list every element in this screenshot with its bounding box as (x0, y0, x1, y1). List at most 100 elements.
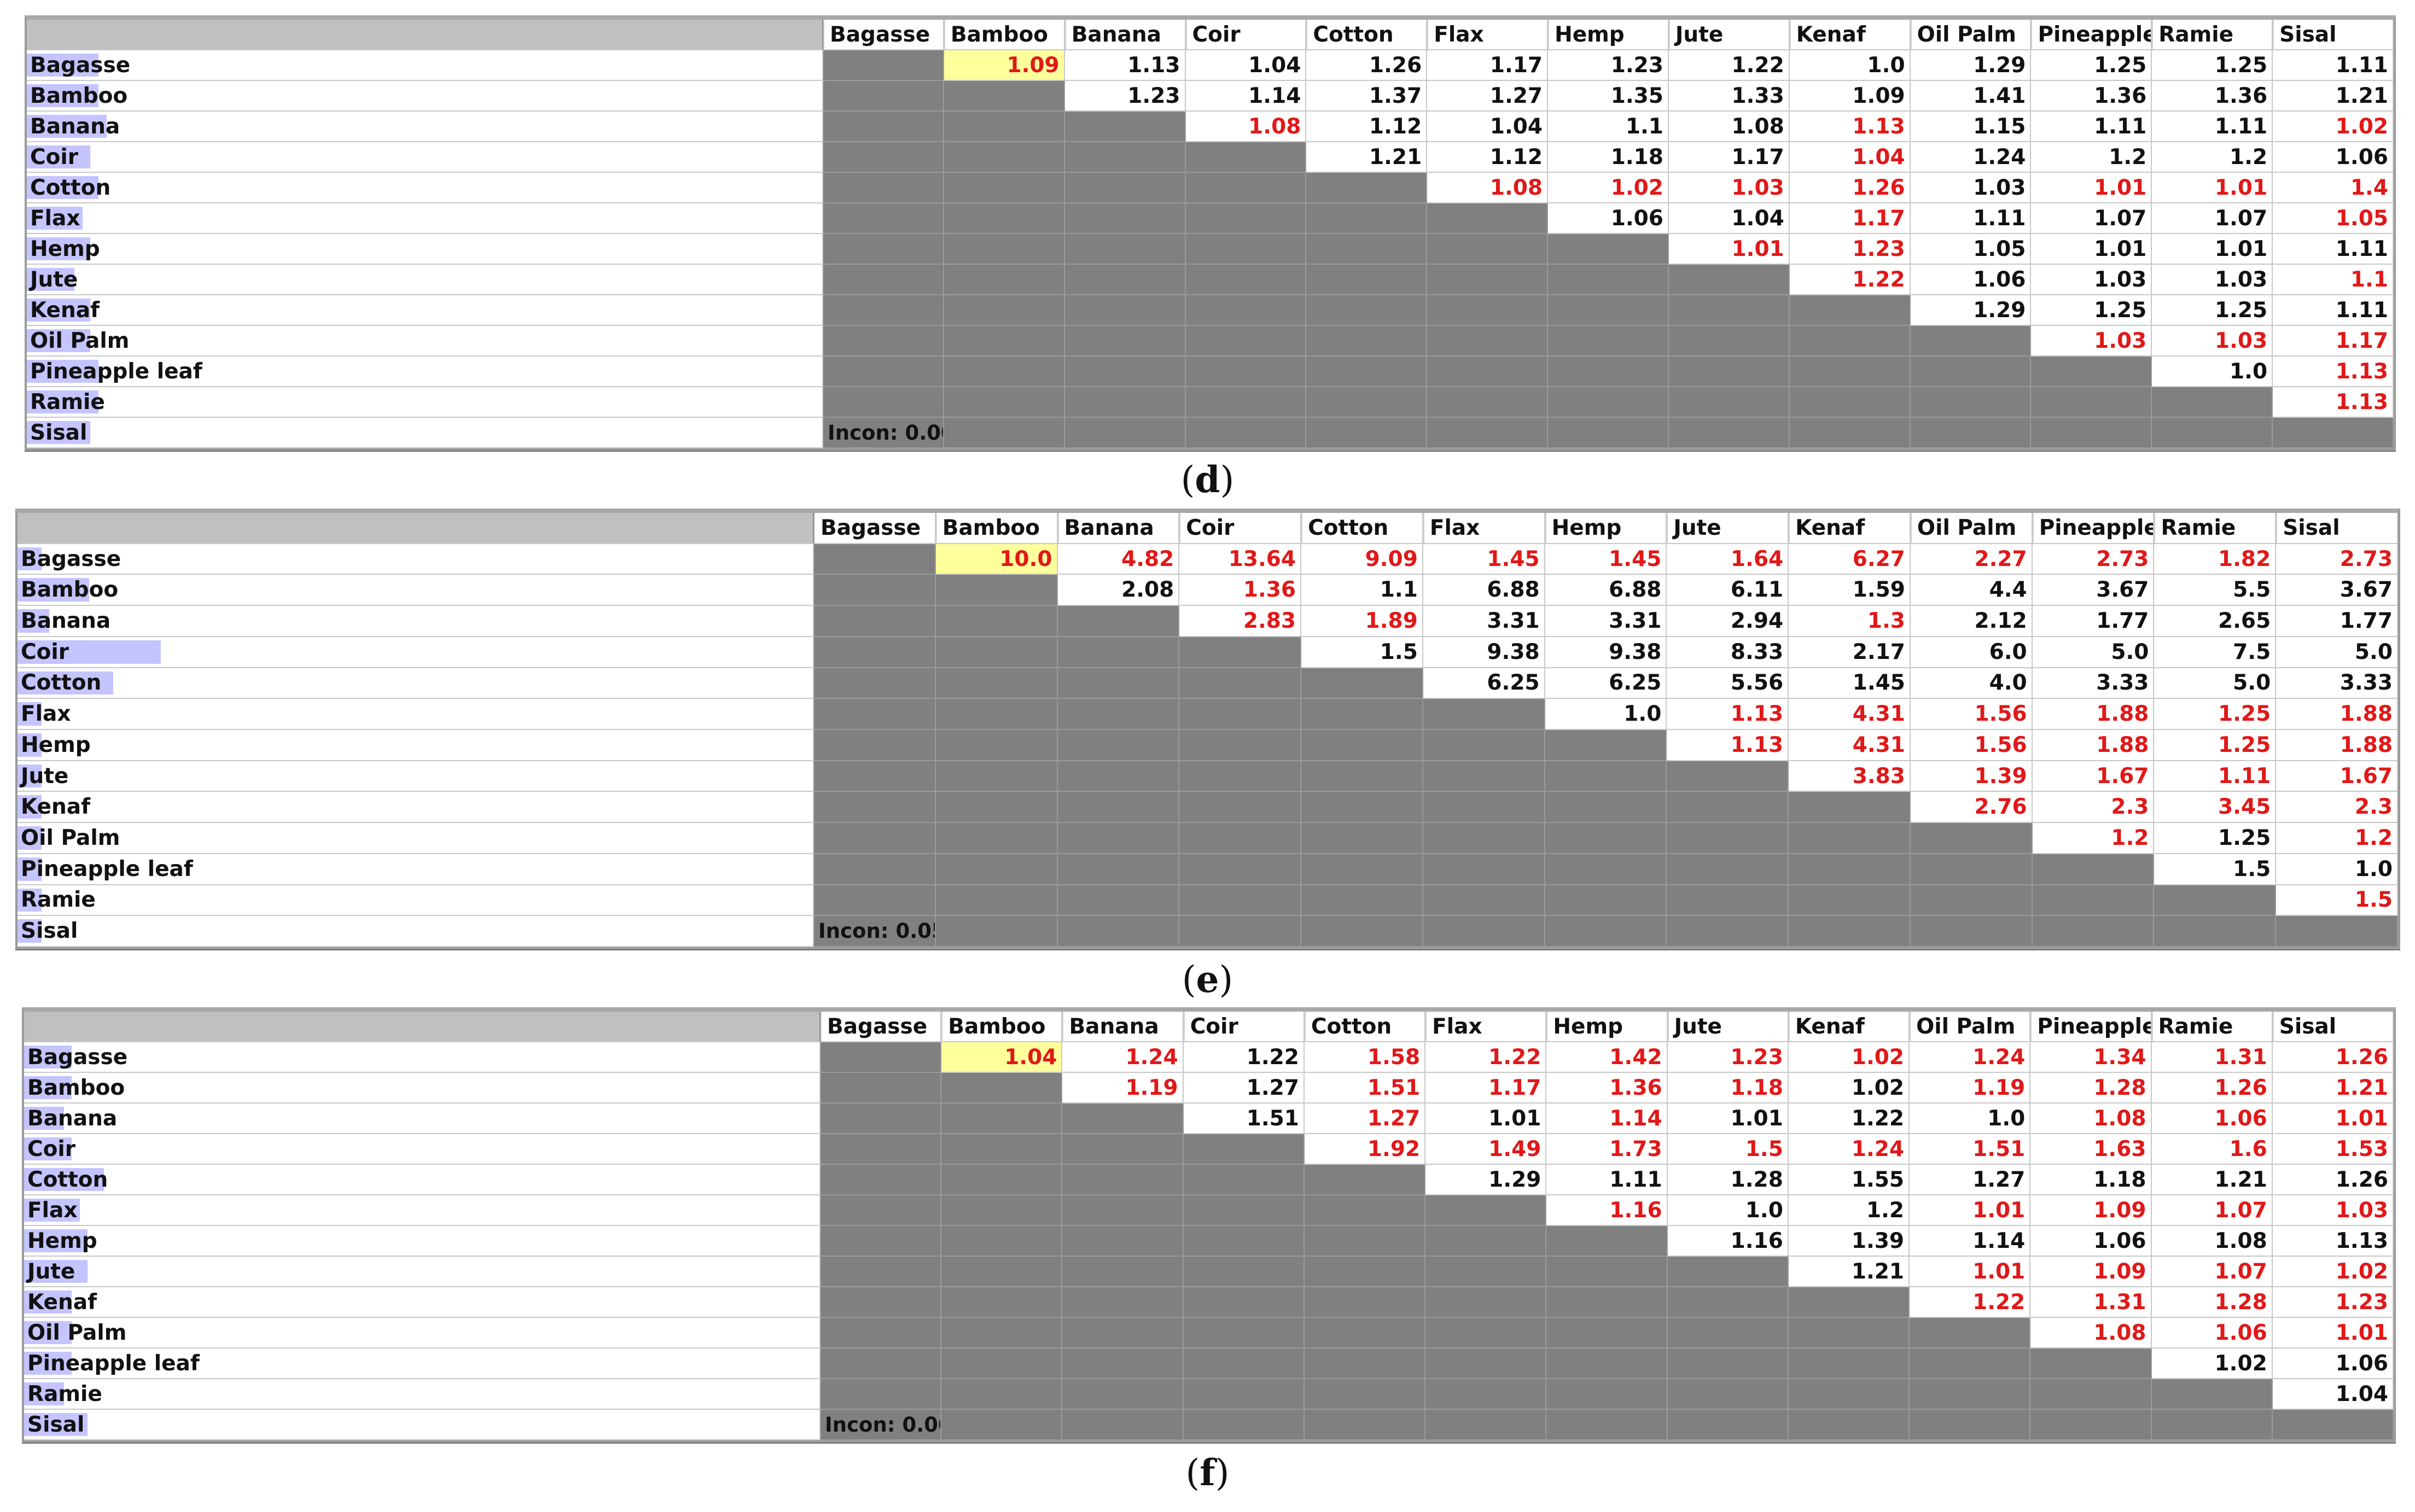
comparison-value-cell[interactable]: 1.24 (1788, 1134, 1910, 1165)
row-header[interactable]: Sisal (27, 418, 823, 448)
comparison-value-cell[interactable]: 1.17 (1427, 50, 1549, 81)
comparison-value-cell[interactable]: 1.01 (1668, 234, 1790, 265)
column-header[interactable]: Kenaf (1788, 1012, 1910, 1042)
row-header[interactable]: Banana (24, 1104, 820, 1134)
row-header[interactable]: Kenaf (18, 792, 814, 824)
comparison-value-cell[interactable]: 1.2 (1788, 1195, 1910, 1226)
comparison-value-cell[interactable]: 1.13 (1789, 112, 1911, 142)
comparison-value-cell[interactable]: 2.76 (1910, 792, 2033, 824)
comparison-value-cell[interactable]: 1.03 (2031, 265, 2152, 295)
comparison-value-cell[interactable]: 1.16 (1546, 1195, 1668, 1226)
comparison-value-cell[interactable]: 1.04 (941, 1042, 1063, 1073)
comparison-value-cell[interactable]: 1.55 (1788, 1165, 1910, 1195)
comparison-value-cell[interactable]: 1.34 (2030, 1042, 2152, 1073)
comparison-value-cell[interactable]: 1.2 (2031, 142, 2152, 173)
comparison-value-cell[interactable]: 4.31 (1789, 699, 1911, 730)
comparison-value-cell[interactable]: 1.01 (2031, 234, 2152, 265)
comparison-value-cell[interactable]: 2.3 (2276, 792, 2398, 824)
comparison-value-cell[interactable]: 1.19 (1910, 1073, 2031, 1104)
comparison-value-cell[interactable]: 1.02 (2272, 1257, 2394, 1287)
comparison-value-cell[interactable]: 1.22 (1668, 50, 1790, 81)
column-header[interactable]: Sisal (2272, 1012, 2394, 1042)
row-header[interactable]: Pineapple leaf (24, 1348, 820, 1379)
comparison-value-cell[interactable]: 1.05 (1910, 234, 2032, 265)
column-header[interactable]: Sisal (2273, 20, 2394, 50)
comparison-value-cell[interactable]: 3.31 (1423, 606, 1545, 637)
comparison-value-cell[interactable]: 1.25 (2031, 50, 2152, 81)
comparison-value-cell[interactable]: 1.5 (2276, 885, 2398, 916)
comparison-value-cell[interactable]: 1.25 (2154, 699, 2277, 730)
comparison-value-cell[interactable]: 1.13 (1667, 730, 1789, 761)
comparison-value-cell[interactable]: 1.0 (2276, 854, 2398, 885)
comparison-value-cell[interactable]: 1.23 (1064, 81, 1186, 112)
comparison-value-cell[interactable]: 1.31 (2151, 1042, 2273, 1073)
row-header[interactable]: Pineapple leaf (27, 357, 823, 387)
comparison-value-cell[interactable]: 1.37 (1306, 81, 1428, 112)
comparison-value-cell[interactable]: 1.25 (2031, 295, 2152, 326)
comparison-value-cell[interactable]: 1.3 (1789, 606, 1911, 637)
comparison-value-cell[interactable]: 1.2 (2152, 142, 2273, 173)
comparison-value-cell[interactable]: 4.31 (1789, 730, 1911, 761)
comparison-value-cell[interactable]: 1.67 (2032, 761, 2155, 792)
comparison-value-cell[interactable]: 13.64 (1179, 544, 1302, 575)
comparison-value-cell[interactable]: 2.73 (2032, 544, 2155, 575)
comparison-value-cell[interactable]: 1.22 (1183, 1042, 1305, 1073)
column-header[interactable]: Ramie (2151, 1012, 2273, 1042)
comparison-value-cell[interactable]: 1.14 (1185, 81, 1307, 112)
comparison-value-cell[interactable]: 1.06 (1910, 265, 2032, 295)
row-header[interactable]: Coir (24, 1134, 820, 1165)
comparison-value-cell[interactable]: 1.29 (1425, 1165, 1547, 1195)
comparison-value-cell[interactable]: 1.24 (1910, 142, 2032, 173)
comparison-value-cell[interactable]: 1.14 (1546, 1104, 1668, 1134)
comparison-value-cell[interactable]: 6.25 (1423, 668, 1545, 699)
row-header[interactable]: Flax (24, 1195, 820, 1226)
comparison-value-cell[interactable]: 3.45 (2154, 792, 2277, 824)
comparison-value-cell[interactable]: 1.13 (2273, 387, 2394, 418)
comparison-value-cell[interactable]: 1.23 (1667, 1042, 1789, 1073)
comparison-value-cell[interactable]: 1.21 (2272, 1073, 2394, 1104)
comparison-value-cell[interactable]: 1.56 (1910, 699, 2033, 730)
column-header[interactable]: Hemp (1546, 1012, 1668, 1042)
comparison-value-cell[interactable]: 3.31 (1545, 606, 1667, 637)
comparison-value-cell[interactable]: 1.23 (2272, 1287, 2394, 1318)
comparison-value-cell[interactable]: 1.01 (2152, 173, 2273, 203)
comparison-value-cell[interactable]: 1.51 (1304, 1073, 1426, 1104)
comparison-value-cell[interactable]: 6.25 (1545, 668, 1667, 699)
comparison-value-cell[interactable]: 1.17 (1789, 203, 1911, 234)
comparison-value-cell[interactable]: 1.67 (2276, 761, 2398, 792)
comparison-value-cell[interactable]: 1.25 (2152, 295, 2273, 326)
comparison-value-cell[interactable]: 1.0 (1910, 1104, 2031, 1134)
comparison-value-cell[interactable]: 1.01 (2031, 173, 2152, 203)
column-header[interactable]: Banana (1064, 20, 1186, 50)
comparison-value-cell[interactable]: 1.15 (1910, 112, 2032, 142)
comparison-value-cell[interactable]: 1.06 (2030, 1226, 2152, 1257)
row-header[interactable]: Bamboo (24, 1073, 820, 1104)
comparison-value-cell[interactable]: 4.4 (1910, 575, 2033, 606)
comparison-value-cell[interactable]: 1.64 (1667, 544, 1789, 575)
row-header[interactable]: Cotton (27, 173, 823, 203)
comparison-value-cell[interactable]: 1.09 (944, 50, 1065, 81)
comparison-value-cell[interactable]: 1.45 (1789, 668, 1911, 699)
column-header[interactable]: Cotton (1304, 1012, 1426, 1042)
comparison-value-cell[interactable]: 1.13 (2273, 357, 2394, 387)
comparison-value-cell[interactable]: 7.5 (2154, 637, 2277, 668)
comparison-value-cell[interactable]: 1.02 (2151, 1348, 2273, 1379)
comparison-value-cell[interactable]: 1.2 (2032, 823, 2155, 854)
comparison-value-cell[interactable]: 1.36 (2152, 81, 2273, 112)
column-header[interactable]: Pineapple (2030, 1012, 2152, 1042)
comparison-value-cell[interactable]: 1.26 (1789, 173, 1911, 203)
comparison-value-cell[interactable]: 1.01 (2272, 1318, 2394, 1348)
comparison-value-cell[interactable]: 5.5 (2154, 575, 2277, 606)
comparison-value-cell[interactable]: 1.19 (1062, 1073, 1184, 1104)
comparison-value-cell[interactable]: 1.21 (1306, 142, 1428, 173)
column-header[interactable]: Flax (1425, 1012, 1547, 1042)
comparison-value-cell[interactable]: 1.06 (2273, 142, 2394, 173)
comparison-value-cell[interactable]: 1.03 (2272, 1195, 2394, 1226)
column-header[interactable]: Coir (1185, 20, 1307, 50)
row-header[interactable]: Coir (18, 637, 814, 668)
comparison-value-cell[interactable]: 1.11 (2031, 112, 2152, 142)
row-header[interactable]: Pineapple leaf (18, 854, 814, 885)
column-header[interactable]: Coir (1179, 513, 1302, 544)
row-header[interactable]: Flax (18, 699, 814, 730)
row-header[interactable]: Banana (27, 112, 823, 142)
